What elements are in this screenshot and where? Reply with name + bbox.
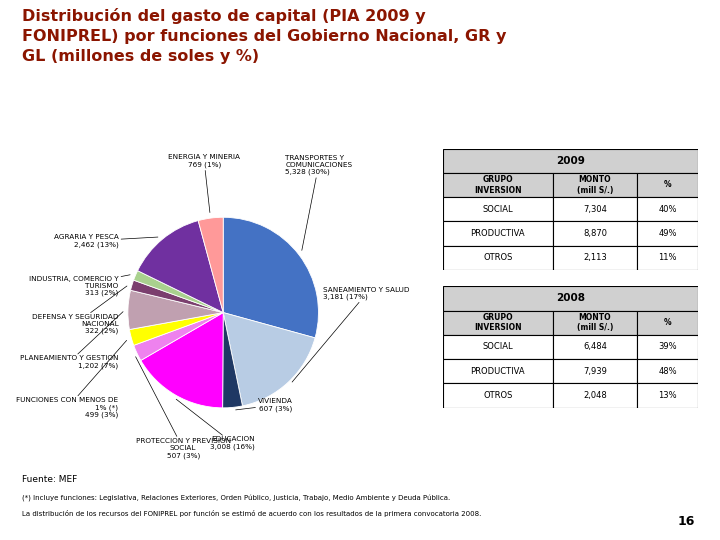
Text: EDUCACION
3,008 (16%): EDUCACION 3,008 (16%) <box>176 399 255 450</box>
Bar <box>443 383 553 408</box>
Text: 16: 16 <box>678 515 695 528</box>
Text: MONTO
(mill S/.): MONTO (mill S/.) <box>577 313 613 332</box>
Bar <box>443 335 553 359</box>
Text: OTROS: OTROS <box>483 391 513 400</box>
Text: 6,484: 6,484 <box>583 342 607 352</box>
Wedge shape <box>222 313 243 408</box>
Text: AGRARIA Y PESCA
2,462 (13%): AGRARIA Y PESCA 2,462 (13%) <box>53 234 158 248</box>
Text: GRUPO
INVERSION: GRUPO INVERSION <box>474 313 521 332</box>
Text: 2,113: 2,113 <box>583 253 607 262</box>
Bar <box>553 310 637 335</box>
Text: %: % <box>664 318 672 327</box>
Text: SANEAMIENTO Y SALUD
3,181 (17%): SANEAMIENTO Y SALUD 3,181 (17%) <box>292 287 410 382</box>
Text: 7,939: 7,939 <box>583 367 607 376</box>
Text: Fuente: MEF: Fuente: MEF <box>22 475 77 484</box>
Text: SOCIAL: SOCIAL <box>482 342 513 352</box>
Text: DEFENSA Y SEGURIDAD
NACIONAL
322 (2%): DEFENSA Y SEGURIDAD NACIONAL 322 (2%) <box>32 286 127 334</box>
Bar <box>553 359 637 383</box>
Bar <box>637 383 698 408</box>
Bar <box>443 286 698 310</box>
Text: 2,048: 2,048 <box>583 391 607 400</box>
Bar <box>443 197 553 221</box>
Text: (*) Incluye funciones: Legislativa, Relaciones Exteriores, Orden Público, Justic: (*) Incluye funciones: Legislativa, Rela… <box>22 495 450 502</box>
Text: GRUPO
INVERSION: GRUPO INVERSION <box>474 176 521 194</box>
Bar <box>637 173 698 197</box>
Bar <box>637 246 698 270</box>
Bar <box>443 310 553 335</box>
Text: TRANSPORTES Y
COMUNICACIONES
5,328 (30%): TRANSPORTES Y COMUNICACIONES 5,328 (30%) <box>285 154 352 251</box>
Bar <box>443 173 553 197</box>
Wedge shape <box>223 313 315 406</box>
Text: 49%: 49% <box>659 229 677 238</box>
Bar <box>637 310 698 335</box>
Text: 48%: 48% <box>658 367 677 376</box>
Bar <box>553 383 637 408</box>
Wedge shape <box>138 221 223 313</box>
Wedge shape <box>198 217 223 313</box>
Wedge shape <box>128 291 223 329</box>
Text: VIVIENDA
607 (3%): VIVIENDA 607 (3%) <box>235 399 293 412</box>
Wedge shape <box>130 313 223 346</box>
Text: La distribución de los recursos del FONIPREL por función se estimó de acuerdo co: La distribución de los recursos del FONI… <box>22 510 481 517</box>
Text: PLANEAMIENTO Y GESTION
1,202 (7%): PLANEAMIENTO Y GESTION 1,202 (7%) <box>20 312 123 369</box>
Bar <box>553 221 637 246</box>
Text: FUNCIONES CON MENOS DE
1% (*)
499 (3%): FUNCIONES CON MENOS DE 1% (*) 499 (3%) <box>17 340 127 418</box>
Text: PRODUCTIVA: PRODUCTIVA <box>470 229 525 238</box>
Text: 8,870: 8,870 <box>583 229 607 238</box>
Wedge shape <box>134 271 223 313</box>
Bar <box>637 359 698 383</box>
Text: OTROS: OTROS <box>483 253 513 262</box>
Wedge shape <box>141 313 223 408</box>
Bar <box>443 246 553 270</box>
Bar <box>443 148 698 173</box>
Bar <box>553 197 637 221</box>
Text: ENERGIA Y MINERIA
769 (1%): ENERGIA Y MINERIA 769 (1%) <box>168 154 240 213</box>
Bar <box>553 335 637 359</box>
Text: 2008: 2008 <box>556 293 585 303</box>
Text: INDUSTRIA, COMERCIO Y
TURISMO
313 (2%): INDUSTRIA, COMERCIO Y TURISMO 313 (2%) <box>29 275 130 296</box>
Text: PROTECCION Y PREVISION
SOCIAL
507 (3%): PROTECCION Y PREVISION SOCIAL 507 (3%) <box>135 357 230 459</box>
Bar <box>443 221 553 246</box>
Text: 2009: 2009 <box>556 156 585 166</box>
Text: PRODUCTIVA: PRODUCTIVA <box>470 367 525 376</box>
Text: 13%: 13% <box>658 391 677 400</box>
Text: 40%: 40% <box>659 205 677 214</box>
Text: SOCIAL: SOCIAL <box>482 205 513 214</box>
Text: 39%: 39% <box>658 342 677 352</box>
Text: MONTO
(mill S/.): MONTO (mill S/.) <box>577 176 613 194</box>
Text: Distribución del gasto de capital (PIA 2009 y
FONIPREL) por funciones del Gobier: Distribución del gasto de capital (PIA 2… <box>22 8 506 64</box>
Bar <box>553 173 637 197</box>
Bar <box>443 359 553 383</box>
Bar <box>637 335 698 359</box>
Text: 11%: 11% <box>659 253 677 262</box>
Bar <box>637 197 698 221</box>
Wedge shape <box>134 313 223 360</box>
Wedge shape <box>223 217 318 338</box>
Bar <box>553 246 637 270</box>
Wedge shape <box>130 280 223 313</box>
Text: %: % <box>664 180 672 190</box>
Text: 7,304: 7,304 <box>583 205 607 214</box>
Bar <box>637 221 698 246</box>
